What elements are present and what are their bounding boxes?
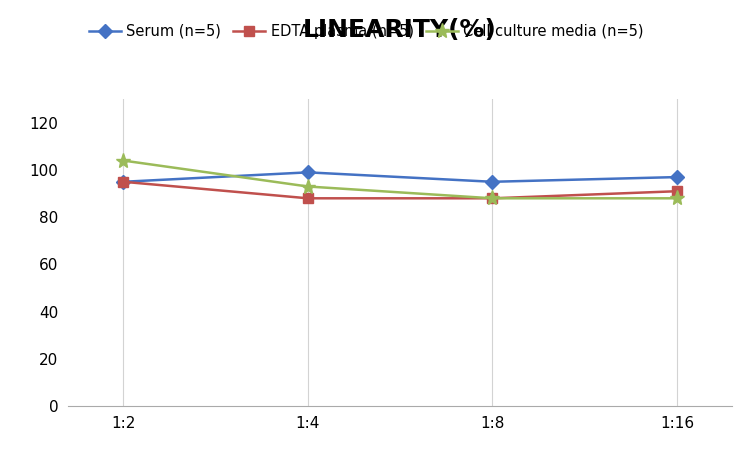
Title: LINEARITY(%): LINEARITY(%) <box>304 18 497 42</box>
Cell culture media (n=5) <box>673 196 682 201</box>
EDTA plasma (n=5) <box>119 179 128 184</box>
Line: Cell culture media (n=5): Cell culture media (n=5) <box>116 153 685 206</box>
Line: EDTA plasma (n=5): EDTA plasma (n=5) <box>119 177 682 203</box>
Cell culture media (n=5) <box>304 184 313 189</box>
EDTA plasma (n=5) <box>304 196 313 201</box>
Cell culture media (n=5) <box>119 158 128 163</box>
EDTA plasma (n=5) <box>488 196 497 201</box>
Serum (n=5) <box>119 179 128 184</box>
Cell culture media (n=5) <box>488 196 497 201</box>
Serum (n=5) <box>488 179 497 184</box>
EDTA plasma (n=5) <box>673 189 682 194</box>
Line: Serum (n=5): Serum (n=5) <box>119 167 682 187</box>
Serum (n=5) <box>304 170 313 175</box>
Legend: Serum (n=5), EDTA plasma (n=5), Cell culture media (n=5): Serum (n=5), EDTA plasma (n=5), Cell cul… <box>88 24 644 39</box>
Serum (n=5) <box>673 175 682 180</box>
